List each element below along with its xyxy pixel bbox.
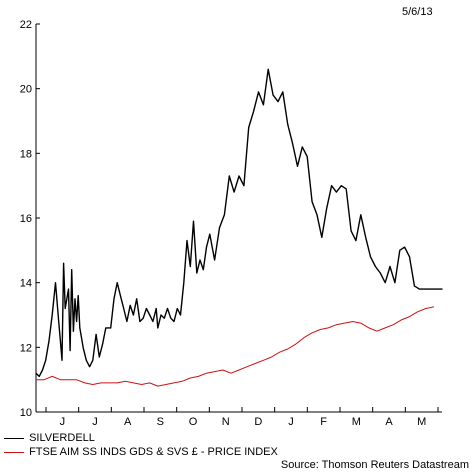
x-tick-label: M xyxy=(417,416,426,428)
date-label: 5/6/13 xyxy=(402,6,433,18)
x-tick-label: J xyxy=(92,416,98,428)
y-tick-label: 16 xyxy=(20,213,32,225)
x-tick-label: N xyxy=(222,416,230,428)
source-note: Source: Thomson Reuters Datastream xyxy=(280,459,469,471)
x-tick-label: M xyxy=(352,416,361,428)
y-tick-label: 12 xyxy=(20,342,32,354)
y-tick-label: 22 xyxy=(20,19,32,31)
y-tick-label: 18 xyxy=(20,148,32,160)
y-tick-label: 10 xyxy=(20,407,32,419)
y-tick-label: 20 xyxy=(20,84,32,96)
x-tick-label: O xyxy=(189,416,198,428)
legend-swatch-black xyxy=(4,437,24,439)
y-tick-label: 14 xyxy=(20,278,32,290)
series-line-ftse-aim xyxy=(36,306,434,387)
series-line-silverdell xyxy=(35,68,443,378)
x-tick-label: D xyxy=(254,416,262,428)
x-tick-label: S xyxy=(157,416,164,428)
legend-label-silverdell: SILVERDELL xyxy=(29,432,95,444)
legend-item-silverdell: SILVERDELL xyxy=(4,431,95,445)
legend-label-ftse-aim: FTSE AIM SS INDS GDS & SVS £ - PRICE IND… xyxy=(29,446,278,458)
x-tick-label: A xyxy=(124,416,132,428)
x-tick-label: A xyxy=(385,416,393,428)
x-tick-label: F xyxy=(320,416,327,428)
legend-item-ftse-aim: FTSE AIM SS INDS GDS & SVS £ - PRICE IND… xyxy=(4,445,278,459)
chart-axes: 10 12 14 16 18 20 22 J J A S O N D J F M A M xyxy=(20,19,442,428)
x-tick-label: J xyxy=(288,416,294,428)
x-tick-label: J xyxy=(60,416,66,428)
legend-swatch-red xyxy=(4,451,24,453)
series-layer xyxy=(35,68,443,387)
